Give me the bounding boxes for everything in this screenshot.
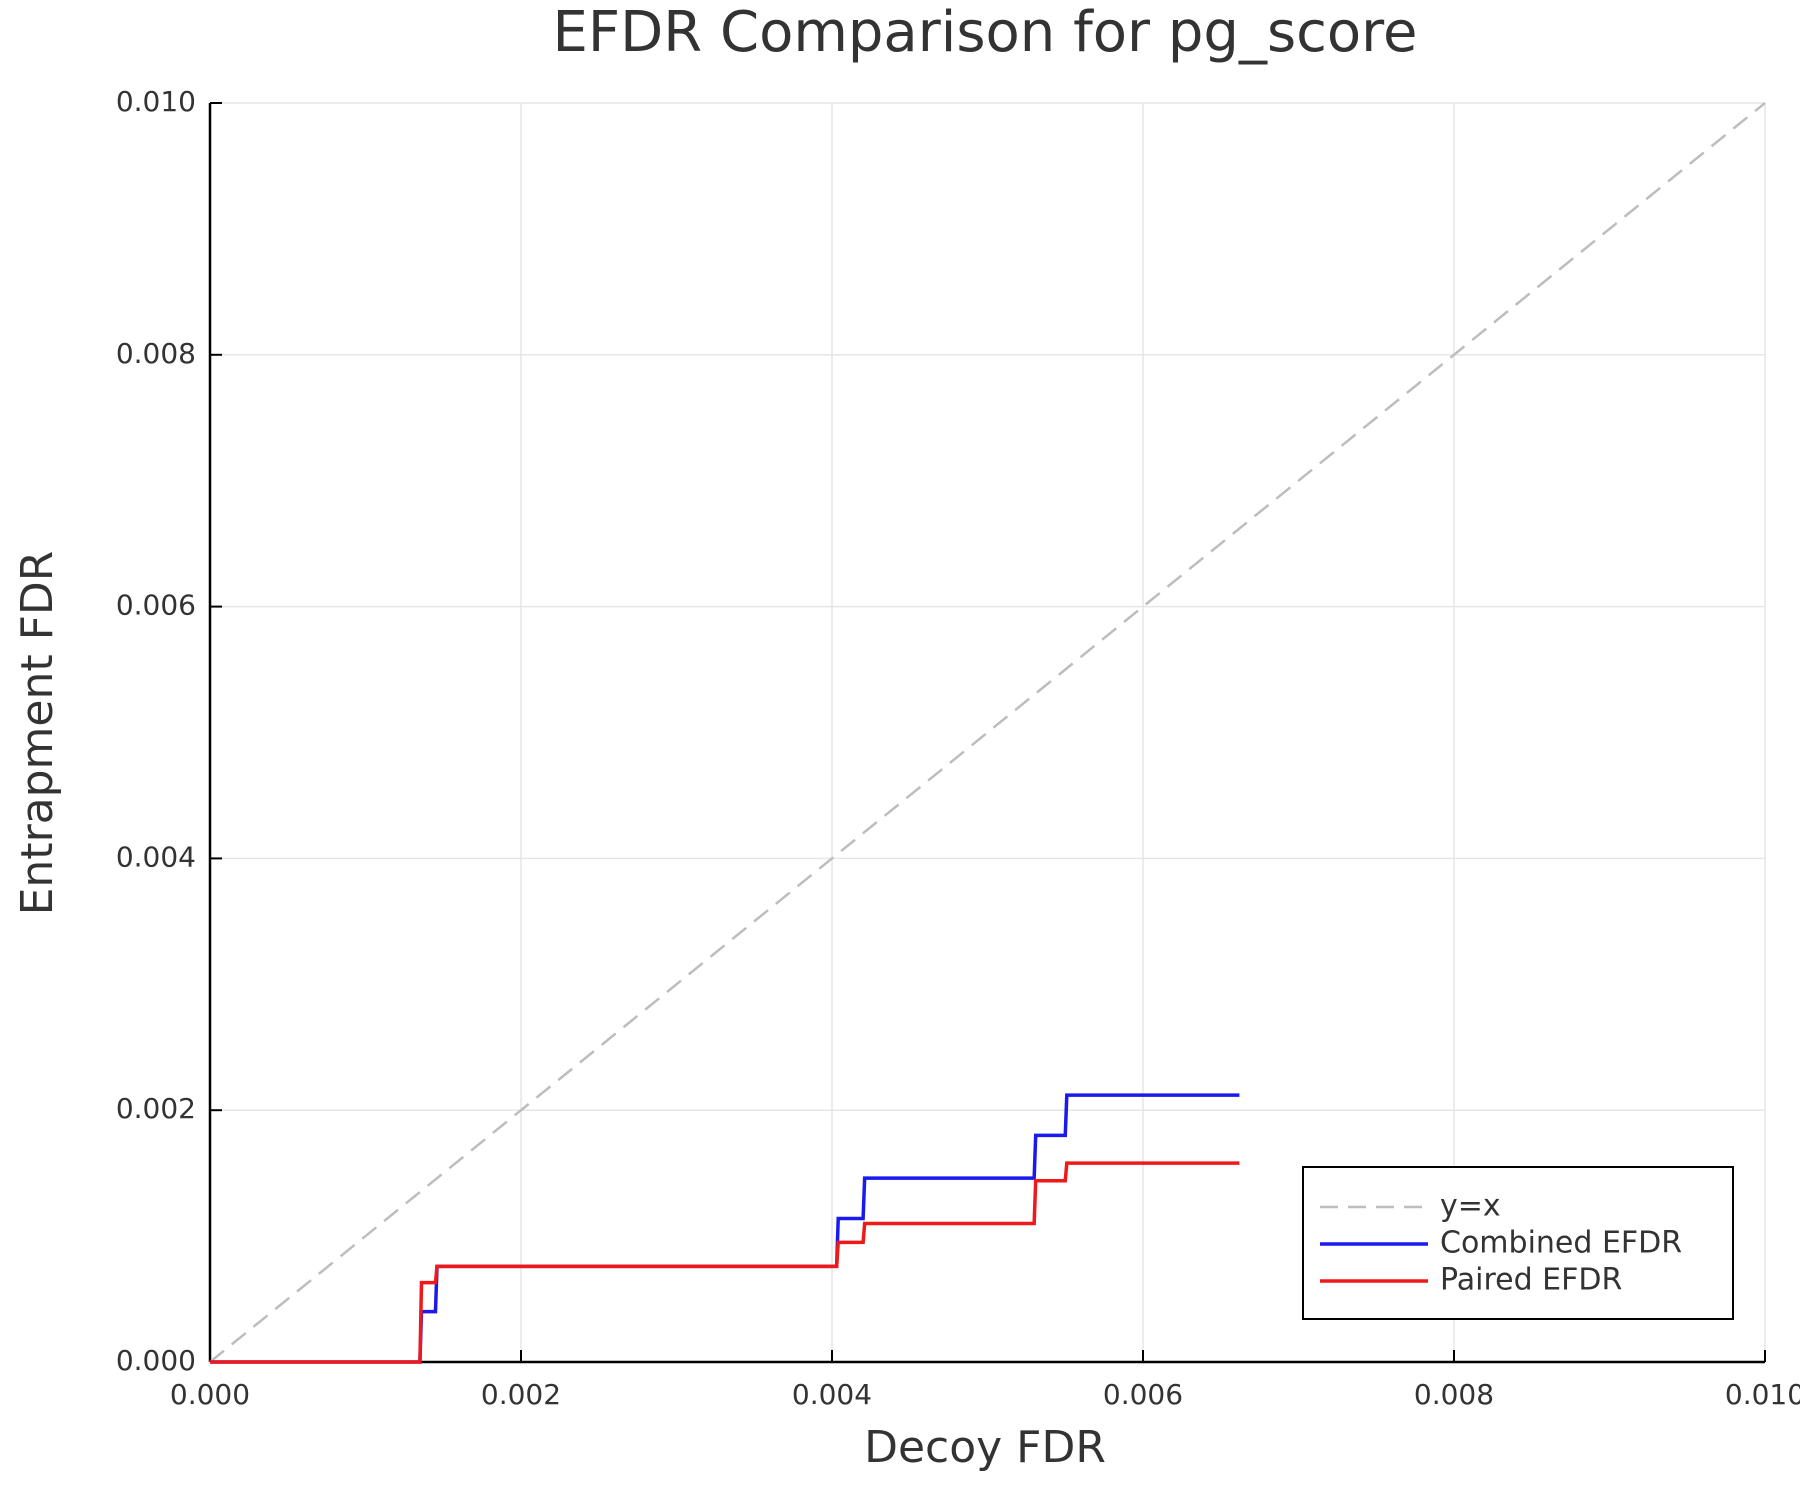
y-tick-label: 0.002 <box>116 1092 196 1125</box>
y-tick-label: 0.000 <box>116 1344 196 1377</box>
y-tick-label: 0.006 <box>116 589 196 622</box>
y-tick-label: 0.010 <box>116 85 196 118</box>
x-tick-label: 0.008 <box>1414 1378 1494 1411</box>
x-tick-label: 0.006 <box>1103 1378 1183 1411</box>
x-tick-label: 0.002 <box>481 1378 561 1411</box>
series-line <box>210 1093 1240 1364</box>
x-axis-label: Decoy FDR <box>864 1422 1106 1473</box>
series-line <box>209 102 1766 1363</box>
y-tick-label: 0.008 <box>116 337 196 370</box>
x-tick-label: 0.004 <box>792 1378 872 1411</box>
x-tick-label: 0.000 <box>170 1378 250 1411</box>
chart-title: EFDR Comparison for pg_score <box>553 0 1418 65</box>
y-tick-label: 0.004 <box>116 840 196 873</box>
legend-label: Paired EFDR <box>1440 1263 1622 1298</box>
y-axis-label: Entrapment FDR <box>12 551 63 916</box>
series-line <box>210 1161 1240 1364</box>
legend-label: Combined EFDR <box>1440 1226 1682 1261</box>
legend-label: y=x <box>1440 1189 1501 1224</box>
x-tick-label: 0.010 <box>1725 1378 1800 1411</box>
